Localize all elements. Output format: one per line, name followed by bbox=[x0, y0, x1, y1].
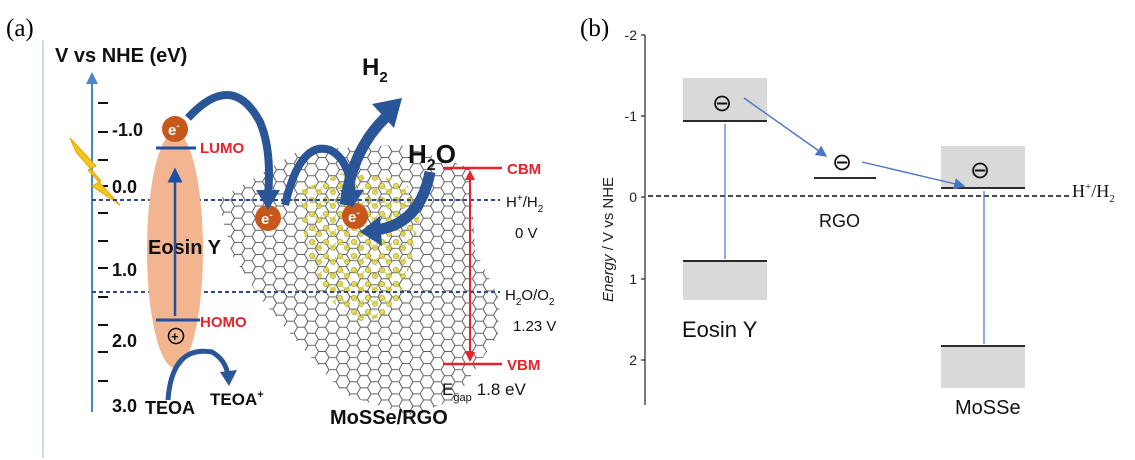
v123-label: 1.23 V bbox=[513, 318, 556, 335]
vbm-label: VBM bbox=[507, 357, 540, 374]
mosse-label: MoSSe bbox=[955, 397, 1021, 419]
electron-icon bbox=[162, 116, 188, 142]
axis-tick-label: 3.0 bbox=[112, 396, 137, 416]
lightning-icon bbox=[69, 137, 121, 206]
teoa-arrowhead bbox=[220, 370, 237, 386]
panel-a-tag: (a) bbox=[6, 15, 34, 42]
panel-b-y-ticks bbox=[641, 34, 645, 361]
rgo-label: RGO bbox=[819, 211, 860, 231]
h2o-arrow bbox=[374, 170, 436, 236]
transfer-arrow-rgo-mosse bbox=[861, 161, 966, 190]
axis-tick-label: -1.0 bbox=[112, 120, 143, 140]
material-label: MoSSe/RGO bbox=[330, 407, 448, 429]
h2o-o2-label: H2O/O2 bbox=[505, 287, 555, 308]
teoa-label: TEOA bbox=[145, 398, 195, 418]
electron-label: e- bbox=[168, 121, 180, 139]
hole-plus: + bbox=[171, 329, 179, 344]
panel-b-tag: (b) bbox=[580, 15, 609, 42]
transfer-arrow-eosin-rgo bbox=[743, 97, 828, 157]
homo-label: HOMO bbox=[200, 314, 247, 331]
panel-b-tick-label: -2 bbox=[625, 27, 638, 43]
energy-axis-arrowhead bbox=[86, 72, 98, 84]
band-gap-arrowhead-bottom bbox=[465, 352, 475, 362]
h2-label: H2 bbox=[362, 54, 388, 86]
transfer-arrow-1-head bbox=[256, 190, 280, 210]
electron-icon bbox=[255, 205, 281, 231]
axis-tick-label: 2.0 bbox=[112, 331, 137, 351]
egap-label: Egap 1.8 eV bbox=[442, 380, 527, 404]
h2o-arrowhead bbox=[360, 216, 382, 246]
axis-title: V vs NHE (eV) bbox=[55, 45, 187, 67]
h-plus-h2-label: H+/H2 bbox=[506, 193, 544, 215]
teoa-plus-label: TEOA+ bbox=[210, 389, 264, 409]
reference-label: H+/H2 bbox=[1072, 181, 1115, 205]
axis-minor-ticks bbox=[98, 102, 108, 382]
zero-volt-label: 0 V bbox=[515, 225, 538, 242]
teoa-arrow bbox=[165, 348, 231, 401]
axis-tick-label: 0.0 bbox=[112, 177, 137, 197]
hole-icon bbox=[167, 327, 185, 345]
mosse-vb-box bbox=[941, 346, 1025, 388]
electron-label: e- bbox=[261, 210, 273, 228]
eosin-y-label: Eosin Y bbox=[148, 237, 222, 259]
transfer-arrow-1 bbox=[185, 91, 273, 197]
band-gap-arrowhead-top bbox=[465, 170, 475, 180]
electron-label: e- bbox=[348, 208, 360, 226]
mosse-cluster bbox=[300, 172, 420, 325]
electron-icon bbox=[342, 203, 368, 229]
panel-b-tick-label: 2 bbox=[629, 352, 637, 368]
panel-b-tick-label: -1 bbox=[625, 108, 638, 124]
h2o-label: H2O bbox=[408, 139, 456, 174]
axis-tick-label: 1.0 bbox=[112, 260, 137, 280]
h2-evolution-arrow bbox=[339, 114, 389, 206]
cbm-label: CBM bbox=[507, 161, 541, 178]
electron-symbol-eosin: ⊖ bbox=[712, 89, 732, 117]
eosin-label: Eosin Y bbox=[682, 317, 758, 342]
panel-b-y-label: Energy / V vs NHE bbox=[600, 177, 617, 302]
eosin-homo-box bbox=[683, 260, 767, 300]
lumo-label: LUMO bbox=[200, 140, 244, 157]
panel-b-tick-label: 1 bbox=[629, 271, 637, 287]
electron-symbol-rgo: ⊖ bbox=[832, 148, 852, 176]
panel-b-tick-label: 0 bbox=[629, 189, 637, 205]
eosin-lumo-box bbox=[683, 78, 767, 122]
electron-symbol-mosse: ⊖ bbox=[970, 156, 990, 184]
h2-evolution-arrowhead bbox=[372, 98, 402, 128]
